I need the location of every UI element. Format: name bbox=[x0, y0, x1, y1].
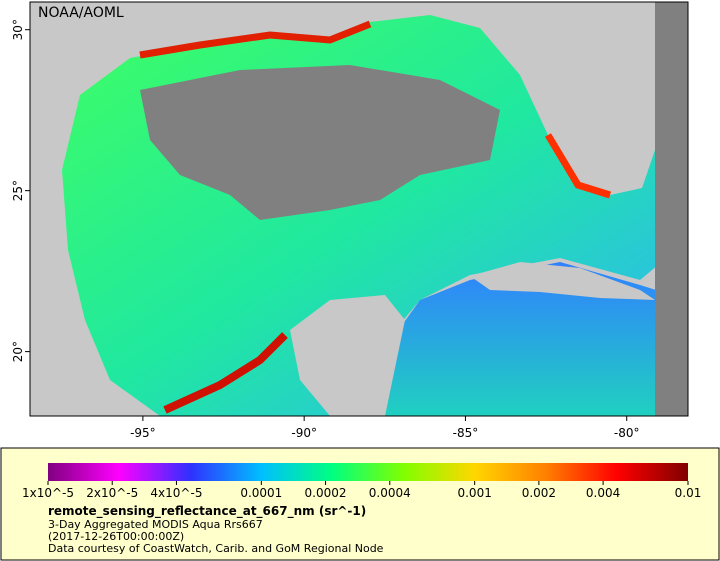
x-tick-label: -95° bbox=[130, 426, 156, 440]
map-frame bbox=[29, 1, 689, 417]
masked-area bbox=[655, 2, 688, 416]
colorbar-tick-label: 0.0001 bbox=[240, 486, 282, 500]
y-tick-label: 25° bbox=[11, 180, 25, 201]
coastal-high bbox=[163, 332, 288, 414]
caribbean-water bbox=[380, 262, 688, 416]
colorbar-tick-label: 4x10^-5 bbox=[150, 486, 202, 500]
colorbar-tick-label: 0.004 bbox=[586, 486, 620, 500]
colorbar-tick-label: 2x10^-5 bbox=[86, 486, 138, 500]
colorbar-tick-label: 0.0002 bbox=[305, 486, 347, 500]
x-tick-label: -85° bbox=[453, 426, 479, 440]
legend-line: 3-Day Aggregated MODIS Aqua Rrs667 bbox=[48, 518, 263, 531]
legend-line: (2017-12-26T00:00:00Z) bbox=[48, 530, 184, 543]
colorbar-tick-label: 0.001 bbox=[457, 486, 491, 500]
colorbar-tick-label: 0.0004 bbox=[369, 486, 411, 500]
colorbar bbox=[48, 463, 688, 481]
y-tick-label: 20° bbox=[11, 341, 25, 362]
cuba bbox=[470, 262, 655, 300]
legend-line: Data courtesy of CoastWatch, Carib. and … bbox=[48, 542, 384, 555]
y-tick-label: 30° bbox=[11, 19, 25, 40]
x-tick-label: -80° bbox=[614, 426, 640, 440]
map-raster bbox=[30, 2, 688, 416]
colorbar-tick-label: 0.01 bbox=[675, 486, 702, 500]
colorbar-tick-label: 1x10^-5 bbox=[22, 486, 74, 500]
yucatan bbox=[290, 295, 405, 416]
coastal-high bbox=[139, 20, 372, 59]
x-tick-label: -90° bbox=[291, 426, 317, 440]
legend-variable: remote_sensing_reflectance_at_667_nm (sr… bbox=[48, 504, 366, 519]
deep-gulf bbox=[140, 65, 500, 220]
watermark: NOAA/AOML bbox=[38, 5, 124, 21]
colorbar-tick-label: 0.002 bbox=[522, 486, 556, 500]
florida bbox=[555, 40, 650, 185]
coastal-high bbox=[544, 133, 612, 199]
